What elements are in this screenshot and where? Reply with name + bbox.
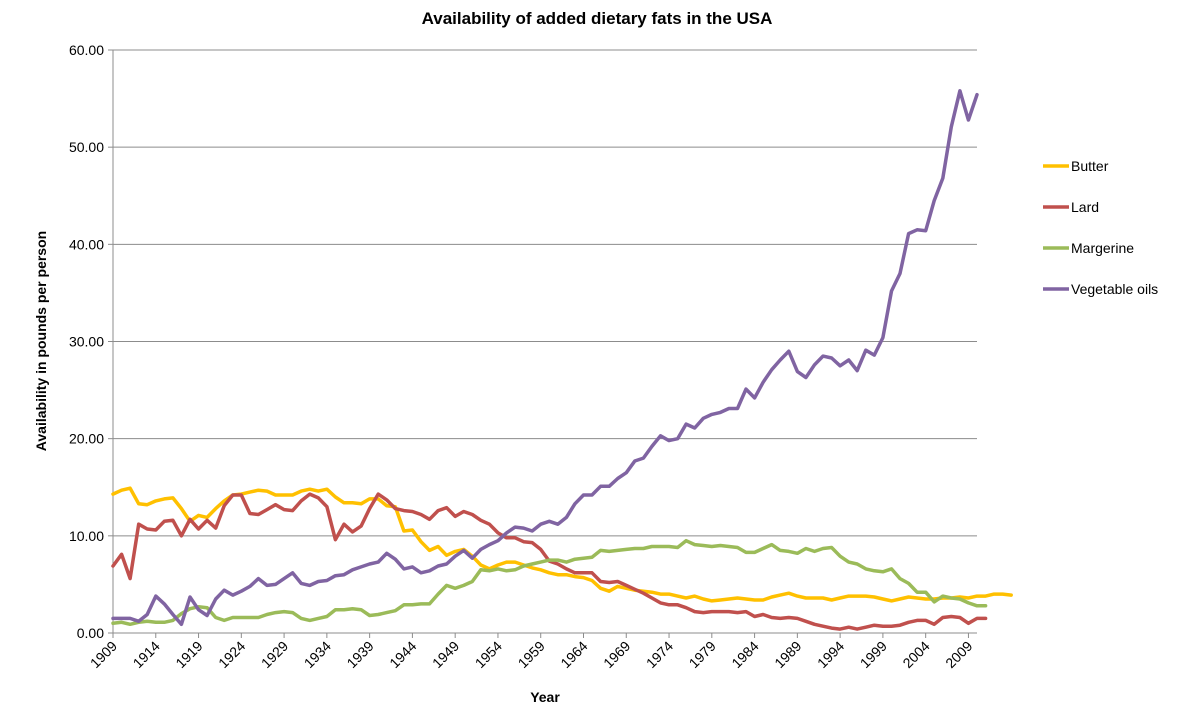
legend: Butter Lard Margerine Vegetable oils	[1043, 158, 1158, 297]
x-tick-label: 1954	[472, 638, 505, 671]
series-line-butter	[111, 486, 1013, 603]
series-line-vegetable-oils	[111, 89, 979, 627]
x-axis-title: Year	[530, 689, 560, 705]
y-tick-label: 10.00	[69, 528, 104, 544]
x-tick-label: 2009	[942, 638, 975, 671]
x-tick-label: 1949	[429, 638, 462, 671]
y-axis-title: Availability in pounds per person	[33, 231, 49, 451]
y-tick-label: 30.00	[69, 334, 104, 350]
y-tick-label: 60.00	[69, 42, 104, 58]
x-tick-label: 1989	[771, 638, 804, 671]
x-tick-label: 1939	[343, 638, 376, 671]
legend-label-lard: Lard	[1071, 199, 1099, 215]
x-tick-label: 1979	[686, 638, 719, 671]
y-tick-label: 20.00	[69, 431, 104, 447]
x-tick-label: 1984	[728, 638, 761, 671]
x-tick-label: 1959	[514, 638, 547, 671]
y-axis: 0.00 10.00 20.00 30.00 40.00 50.00 60.00	[69, 42, 114, 641]
y-tick-label: 40.00	[69, 236, 104, 252]
x-tick-label: 1994	[814, 638, 847, 671]
legend-label-margerine: Margerine	[1071, 240, 1134, 256]
x-tick-label: 1974	[643, 638, 676, 671]
x-tick-label: 1929	[258, 638, 291, 671]
chart-title: Availability of added dietary fats in th…	[422, 9, 773, 28]
x-tick-label: 1969	[600, 638, 633, 671]
gridlines	[113, 49, 977, 537]
x-tick-label: 1934	[301, 638, 334, 671]
x-tick-label: 1999	[857, 638, 890, 671]
y-tick-label: 50.00	[69, 139, 104, 155]
legend-label-vegetable-oils: Vegetable oils	[1071, 281, 1158, 297]
x-tick-label: 1964	[557, 638, 590, 671]
x-tick-label: 2004	[899, 638, 932, 671]
x-tick-label: 1909	[87, 638, 120, 671]
series-lines	[111, 89, 1013, 631]
x-tick-label: 1944	[386, 638, 419, 671]
x-tick-label: 1924	[215, 638, 248, 671]
x-tick-label: 1919	[172, 638, 205, 671]
x-axis: 1909 1914 1919 1924 1929 1934 1939 1944 1949 1954…	[87, 632, 977, 671]
x-tick-label: 1914	[130, 638, 163, 671]
y-tick-label: 0.00	[77, 625, 104, 641]
series-line-margerine	[111, 538, 988, 627]
legend-label-butter: Butter	[1071, 158, 1109, 174]
